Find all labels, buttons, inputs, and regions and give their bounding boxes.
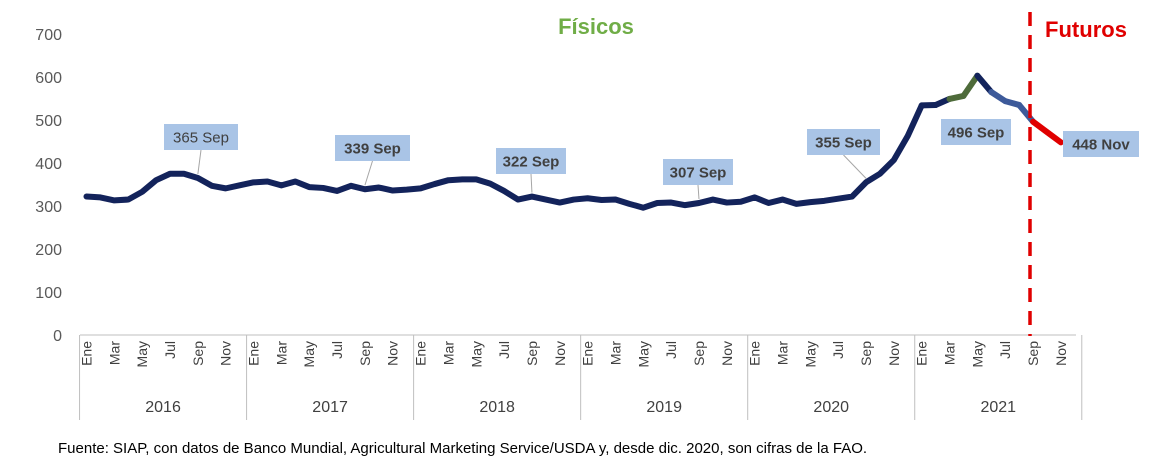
month-tick-label: Nov xyxy=(1053,341,1069,366)
callout-leader-line xyxy=(197,149,202,175)
price-line-chart: 0 100 200 300 400 500 600 700 Ene Mar May Jul Sep No… xyxy=(35,12,1139,420)
y-tick-label: 300 xyxy=(35,199,62,216)
year-label: 2018 xyxy=(479,399,515,416)
month-tick-label: Nov xyxy=(886,341,902,366)
month-tick-label: Mar xyxy=(106,341,122,365)
x-axis: Ene Mar May Jul Sep Nov 2016 Ene Mar May Jul Sep Nov… xyxy=(79,334,1083,420)
month-tick-label: Mar xyxy=(942,341,958,365)
callout-label: 355 Sep xyxy=(815,135,872,152)
y-axis: 0 100 200 300 400 500 600 700 xyxy=(35,27,62,345)
month-tick-label: Mar xyxy=(273,341,289,365)
month-tick-label: Sep xyxy=(357,341,373,366)
month-tick-label: May xyxy=(969,341,985,367)
physical-price-segment-2021 xyxy=(960,72,981,99)
month-tick-label: Sep xyxy=(524,341,540,366)
callout-box xyxy=(164,124,238,150)
callout-box xyxy=(1063,131,1139,157)
y-tick-label: 100 xyxy=(35,285,62,302)
series-layer xyxy=(83,72,1064,211)
data-callout: 339 Sep xyxy=(335,135,410,186)
year-label: 2021 xyxy=(980,399,1016,416)
month-tick-label: May xyxy=(635,341,651,367)
callout-leader-line xyxy=(530,173,533,193)
data-callout: 355 Sep xyxy=(807,129,880,179)
callout-label: 365 Sep xyxy=(173,130,229,147)
callout-leader-line xyxy=(697,184,700,200)
futures-price-line xyxy=(1030,118,1064,146)
year-label: 2019 xyxy=(646,399,682,416)
callout-label: 322 Sep xyxy=(503,154,560,171)
y-tick-label: 700 xyxy=(35,27,62,44)
callout-box xyxy=(496,148,566,174)
callout-layer: 365 Sep 339 Sep 322 Sep 307 Sep 355 Sep 496 S… xyxy=(164,119,1139,200)
callout-box xyxy=(663,159,733,185)
month-tick-label: Mar xyxy=(607,341,623,365)
futuros-section-label: Futuros xyxy=(1045,17,1127,42)
month-tick-label: May xyxy=(468,341,484,367)
month-tick-label: Jul xyxy=(830,341,846,359)
data-callout: 448 Nov xyxy=(1063,131,1139,157)
callout-box xyxy=(335,135,410,161)
month-tick-label: Nov xyxy=(385,341,401,366)
month-tick-label: Jul xyxy=(496,341,512,359)
month-tick-label: Ene xyxy=(413,341,429,366)
month-tick-label: Nov xyxy=(552,341,568,366)
month-tick-label: Sep xyxy=(858,341,874,366)
month-tick-label: Mar xyxy=(775,341,791,365)
y-tick-label: 600 xyxy=(35,70,62,87)
y-tick-label: 500 xyxy=(35,113,62,130)
month-tick-label: Jul xyxy=(663,341,679,359)
callout-leader-line xyxy=(843,154,867,179)
month-tick-label: May xyxy=(802,341,818,367)
month-tick-label: Ene xyxy=(580,341,596,366)
physical-price-line xyxy=(83,102,925,211)
callout-leader-line xyxy=(364,160,373,186)
month-tick-label: May xyxy=(134,341,150,367)
data-callout: 307 Sep xyxy=(663,159,733,200)
month-tick-label: Sep xyxy=(1025,341,1041,366)
callout-label: 339 Sep xyxy=(344,141,401,158)
physical-price-segment-2021 xyxy=(974,72,995,96)
month-tick-label: Ene xyxy=(79,341,95,366)
month-tick-label: Mar xyxy=(440,341,456,365)
month-tick-label: Ene xyxy=(747,341,763,366)
y-tick-label: 200 xyxy=(35,242,62,259)
month-tick-label: May xyxy=(301,341,317,367)
callout-label: 496 Sep xyxy=(948,125,1005,142)
y-tick-label: 0 xyxy=(53,328,62,345)
physical-price-segment-2021 xyxy=(1016,101,1037,125)
callout-label: 307 Sep xyxy=(670,165,727,182)
data-callout: 365 Sep xyxy=(164,124,238,175)
callout-box xyxy=(941,119,1011,145)
year-label: 2017 xyxy=(312,399,348,416)
y-tick-label: 400 xyxy=(35,156,62,173)
month-tick-label: Nov xyxy=(719,341,735,366)
data-callout: 496 Sep xyxy=(941,119,1011,145)
fisicos-section-label: Físicos xyxy=(558,14,634,39)
month-tick-label: Jul xyxy=(162,341,178,359)
source-note: Fuente: SIAP, con datos de Banco Mundial… xyxy=(58,440,868,457)
month-tick-label: Jul xyxy=(329,341,345,359)
month-tick-label: Nov xyxy=(218,341,234,366)
data-callout: 322 Sep xyxy=(496,148,566,193)
year-label: 2016 xyxy=(145,399,181,416)
month-tick-label: Ene xyxy=(914,341,930,366)
month-tick-label: Jul xyxy=(997,341,1013,359)
month-tick-label: Sep xyxy=(190,341,206,366)
year-label: 2020 xyxy=(813,399,849,416)
month-tick-label: Sep xyxy=(691,341,707,366)
month-tick-label: Ene xyxy=(246,341,262,366)
callout-box xyxy=(807,129,880,155)
callout-label: 448 Nov xyxy=(1072,137,1130,154)
